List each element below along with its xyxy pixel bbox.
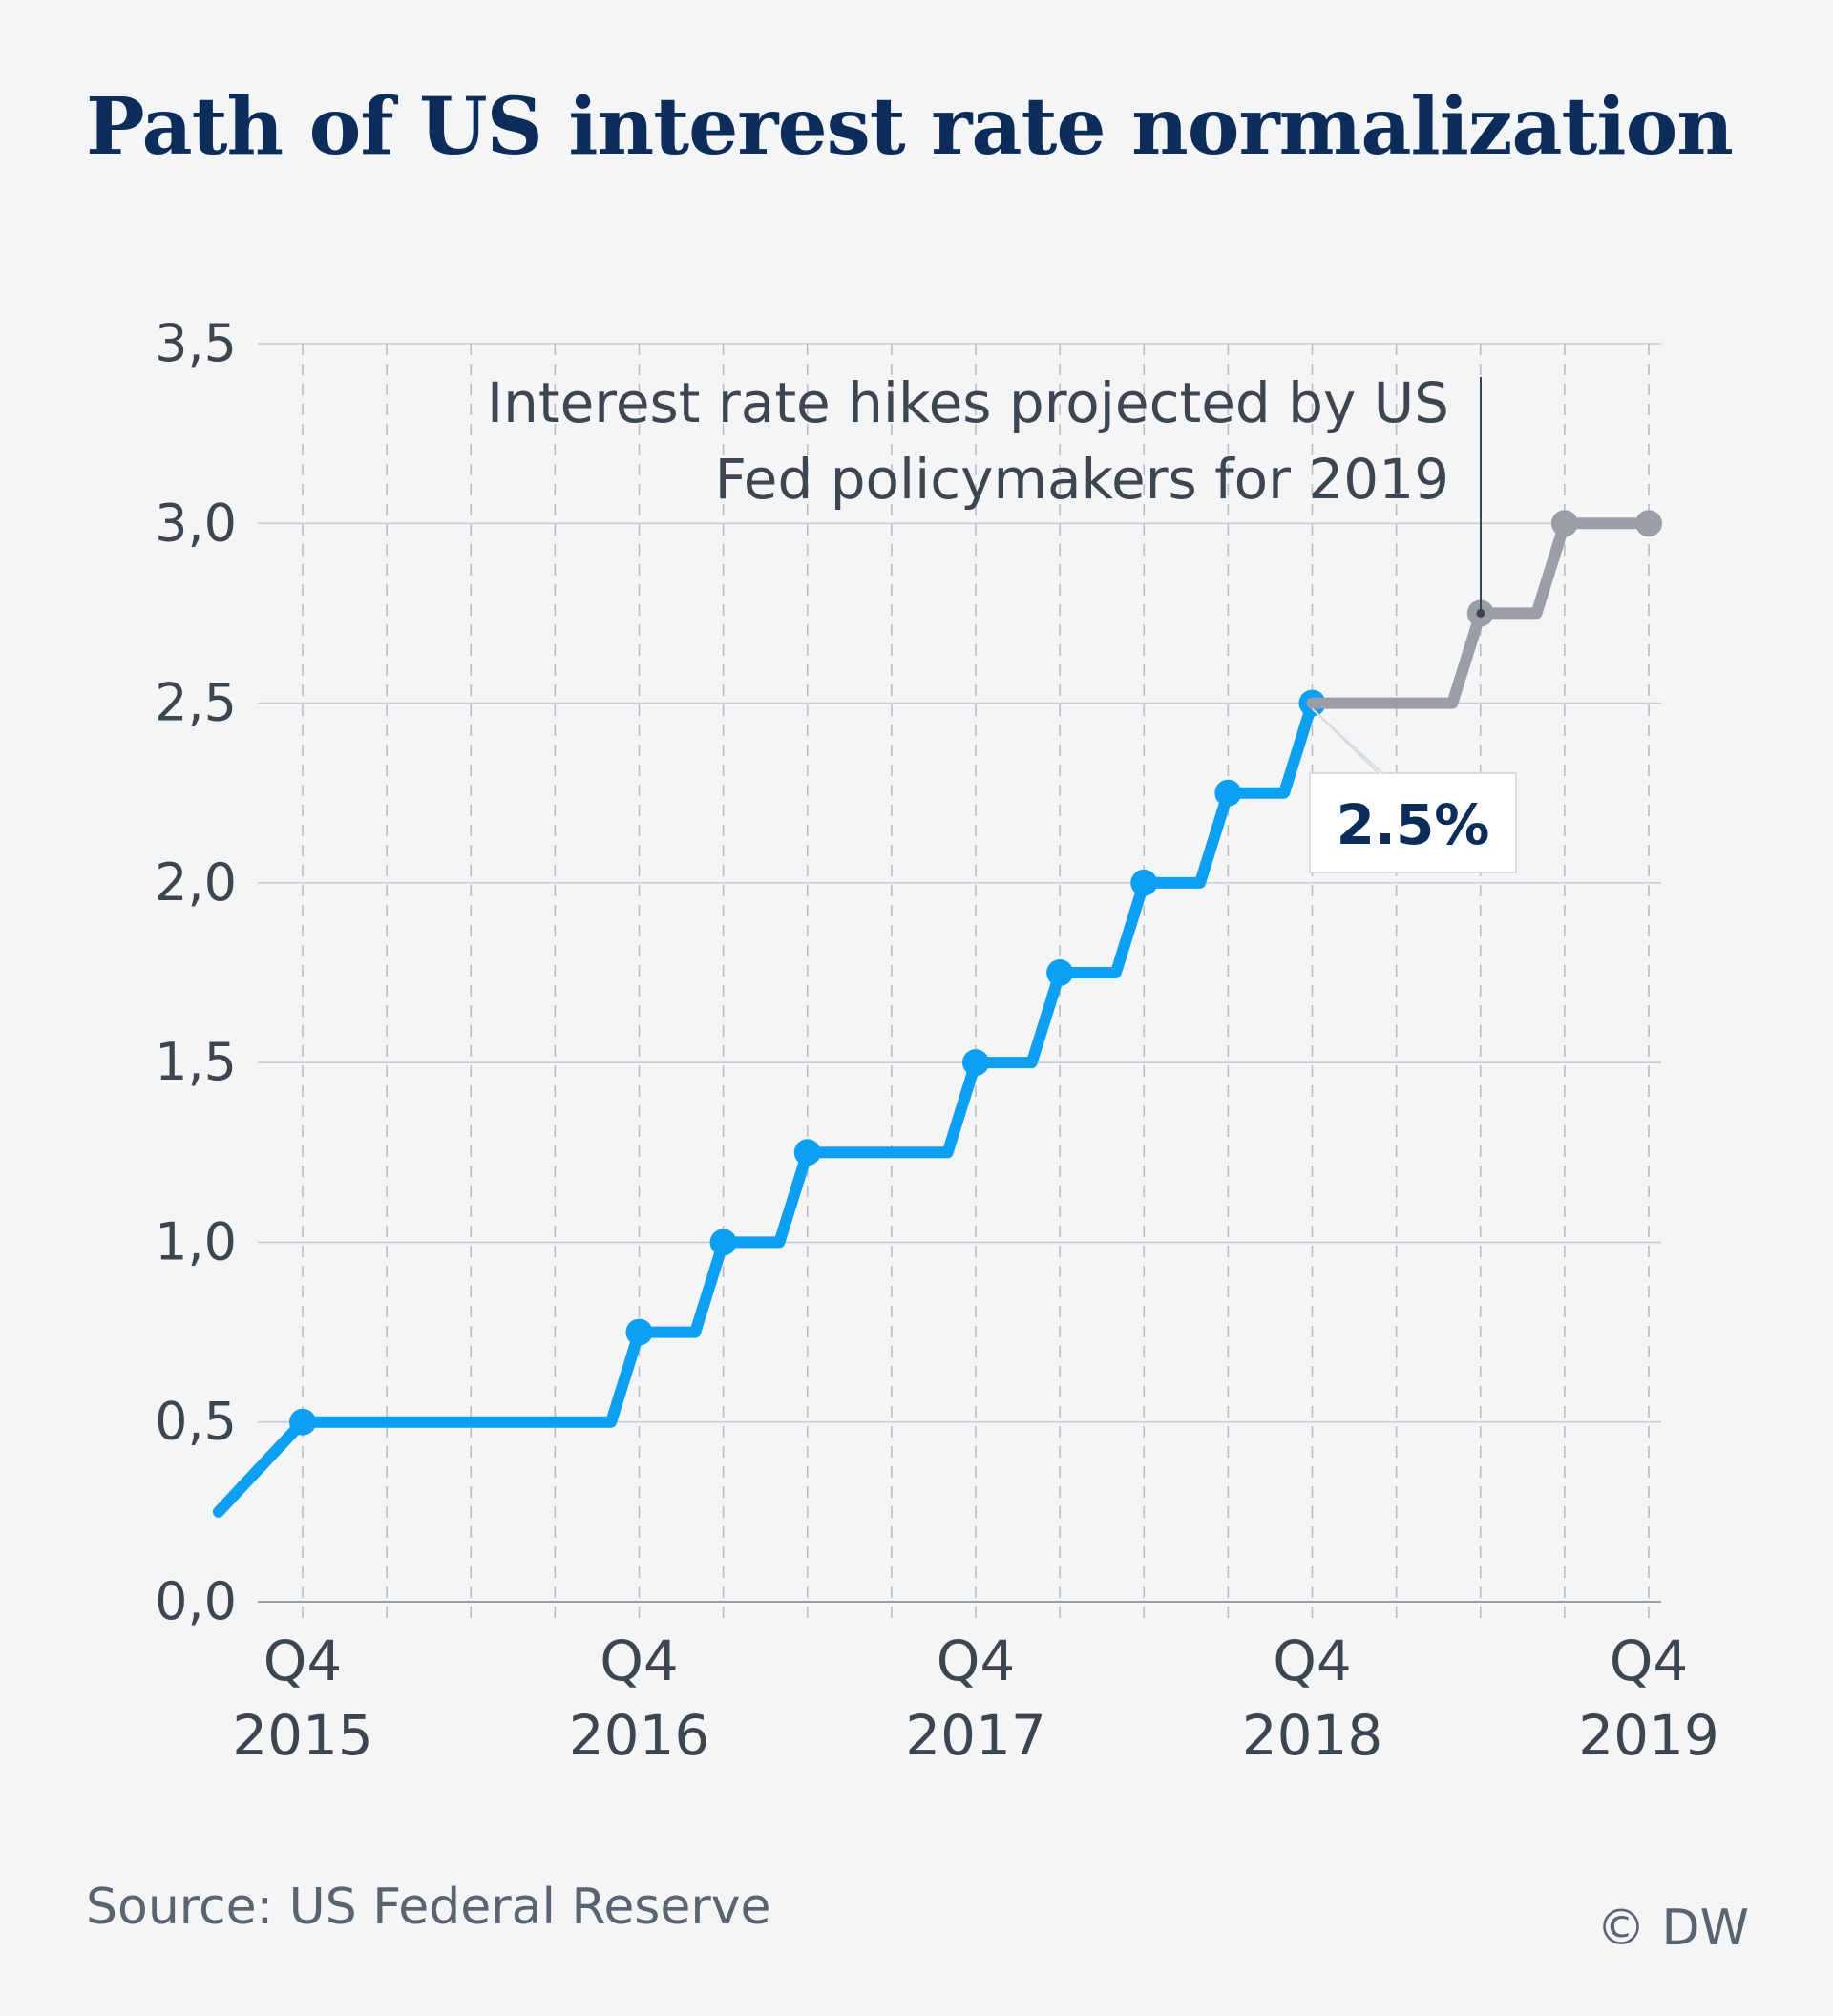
x-tick-label: 2017 xyxy=(905,1703,1046,1768)
x-tick-label: 2019 xyxy=(1578,1703,1719,1768)
copyright: © DW xyxy=(1596,1900,1749,1957)
annotation-leader-dot xyxy=(1476,608,1485,618)
x-tick-label: Q4 xyxy=(263,1628,343,1693)
annotation-text: Interest rate hikes projected by US xyxy=(487,370,1449,435)
annotation-text: Fed policymakers for 2019 xyxy=(715,447,1449,512)
annotations: Interest rate hikes projected by US Fed p… xyxy=(487,370,1517,873)
projected-rate-line xyxy=(1306,517,1654,709)
callout-label: 2.5% xyxy=(1337,792,1490,857)
actual-rate-point xyxy=(1046,959,1074,986)
x-tick-label: Q4 xyxy=(937,1628,1016,1693)
projected-rate-point xyxy=(1635,510,1662,537)
x-tick-label: Q4 xyxy=(1610,1628,1689,1693)
callout-box xyxy=(1309,707,1517,873)
x-tick-label: 2015 xyxy=(232,1703,373,1768)
y-tick-label: 2,5 xyxy=(155,673,237,733)
x-tick-label: 2016 xyxy=(569,1703,710,1768)
actual-rate-point xyxy=(625,1318,653,1346)
gridlines xyxy=(258,343,1661,1621)
x-tick-label: Q4 xyxy=(600,1628,679,1693)
y-tick-label: 2,0 xyxy=(155,852,237,913)
y-tick-label: 1,5 xyxy=(155,1032,237,1092)
y-tick-label: 0,0 xyxy=(155,1571,237,1631)
y-tick-label: 3,0 xyxy=(155,493,237,553)
actual-rate-point xyxy=(709,1228,737,1256)
axes: 0,0 0,5 1,0 1,5 2,0 2,5 3,0 3,5 Q4 2015 Q4 2016 Q4 20… xyxy=(155,313,1719,1768)
x-tick-label: 2018 xyxy=(1242,1703,1383,1768)
chart-title: Path of US interest rate normalization xyxy=(86,81,1734,173)
actual-rate-point xyxy=(289,1408,316,1436)
x-tick-label: Q4 xyxy=(1273,1628,1352,1693)
actual-rate-line xyxy=(212,697,1318,1518)
series xyxy=(212,510,1662,1518)
actual-rate-point xyxy=(962,1049,989,1077)
actual-rate-point xyxy=(1130,869,1158,896)
y-tick-label: 3,5 xyxy=(155,313,237,373)
source-note: Source: US Federal Reserve xyxy=(86,1879,771,1936)
y-tick-label: 1,0 xyxy=(155,1211,237,1271)
y-tick-label: 0,5 xyxy=(155,1392,237,1452)
actual-rate-point xyxy=(1214,779,1242,807)
projected-rate-point xyxy=(1550,510,1578,537)
actual-rate-point xyxy=(793,1139,821,1166)
